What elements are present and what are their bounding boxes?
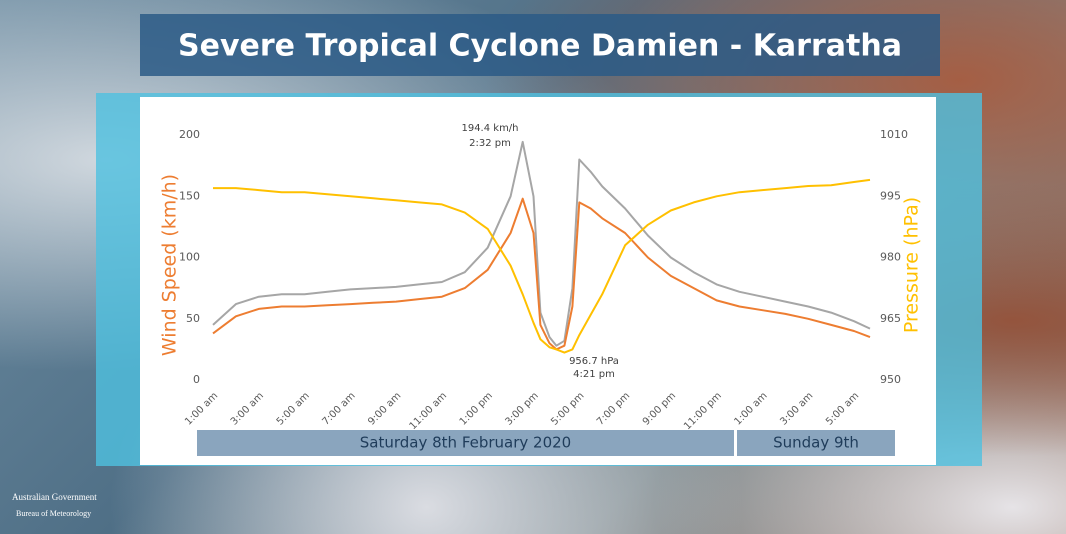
annotation: 956.7 hPa: [569, 356, 619, 367]
y-tick-label: 150: [179, 189, 200, 202]
y-axis-title: Wind Speed (km/h): [159, 174, 181, 356]
annotation: 194.4 km/h: [461, 123, 518, 134]
y2-tick-label: 965: [880, 312, 901, 325]
annotation: 2:32 pm: [469, 138, 511, 149]
day-band: [197, 430, 734, 456]
y2-tick-label: 980: [880, 251, 901, 264]
data-line: [212, 197, 871, 351]
logo-line1: Australian Government: [12, 492, 97, 502]
day-band: [737, 430, 895, 456]
day-label: Sunday 9th: [773, 434, 859, 452]
day-label: Saturday 8th February 2020: [360, 434, 571, 452]
y2-axis-title: Pressure (hPa): [901, 197, 923, 333]
y-tick-label: 200: [179, 128, 200, 141]
logo-line2: Bureau of Meteorology: [16, 509, 91, 518]
title-bar: [140, 14, 940, 76]
chart-title: Severe Tropical Cyclone Damien - Karrath…: [178, 29, 902, 64]
y-tick-label: 0: [193, 373, 200, 386]
data-line: [213, 178, 871, 354]
y-tick-label: 50: [186, 312, 200, 325]
y-tick-label: 100: [179, 251, 200, 264]
y2-tick-label: 995: [880, 189, 901, 202]
y2-tick-label: 1010: [880, 128, 908, 141]
y2-tick-label: 950: [880, 373, 901, 386]
annotation: 4:21 pm: [573, 369, 615, 380]
data-line: [212, 140, 871, 347]
